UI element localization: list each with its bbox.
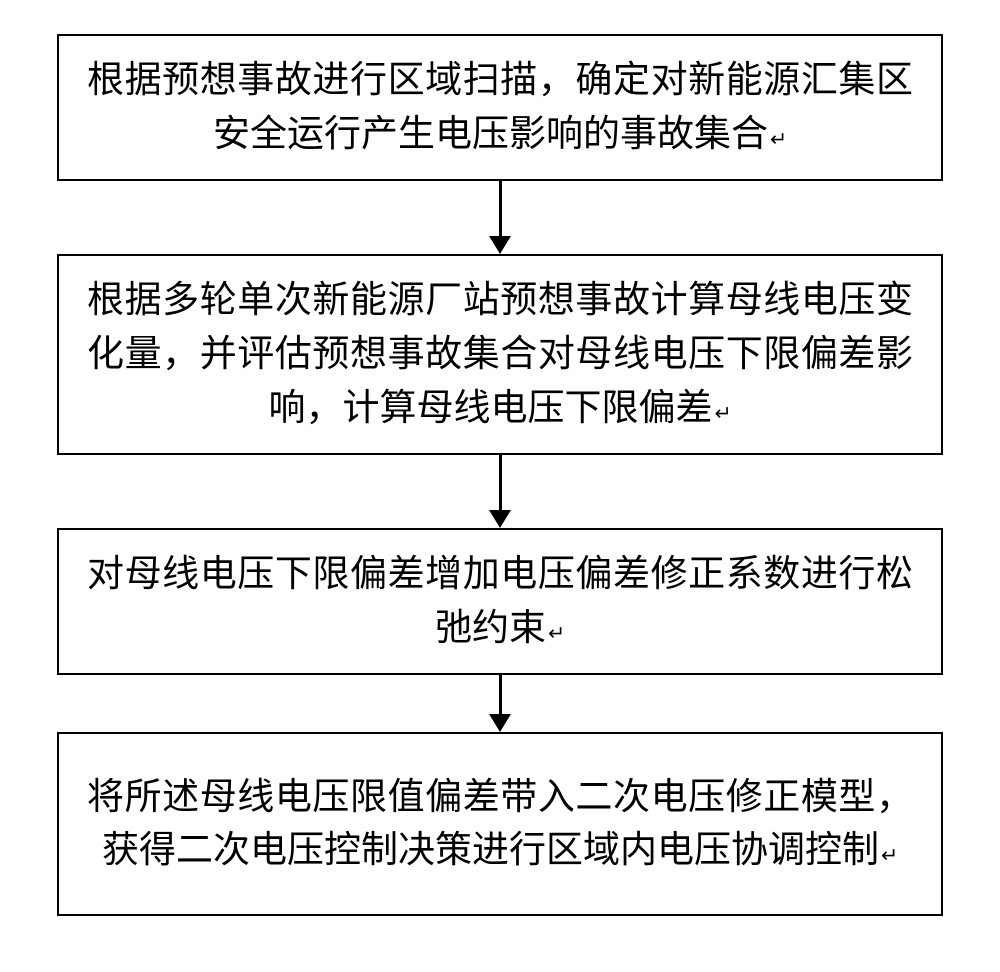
flowchart-text-1: 根据预想事故进行区域扫描，确定对新能源汇集区安全运行产生电压影响的事故集合↵ — [87, 54, 913, 161]
flowchart-text-3: 对母线电压下限偏差增加电压偏差修正系数进行松弛约束↵ — [87, 548, 913, 655]
arrow-line-2 — [499, 455, 502, 511]
flowchart-text-2: 根据多轮单次新能源厂站预想事故计算母线电压变化量，并评估预想事故集合对母线电压下… — [87, 274, 913, 435]
arrow-head-1 — [489, 236, 511, 254]
flowchart-text-4: 将所述母线电压限值偏差带入二次电压修正模型，获得二次电压控制决策进行区域内电压协… — [87, 771, 913, 878]
box4-content: 将所述母线电压限值偏差带入二次电压修正模型，获得二次电压控制决策进行区域内电压协… — [87, 777, 913, 872]
arrow-line-1 — [499, 181, 502, 237]
box2-content: 根据多轮单次新能源厂站预想事故计算母线电压变化量，并评估预想事故集合对母线电压下… — [87, 280, 913, 428]
return-symbol-3: ↵ — [548, 620, 565, 649]
box1-content: 根据预想事故进行区域扫描，确定对新能源汇集区安全运行产生电压影响的事故集合 — [87, 60, 913, 155]
flowchart-box-2: 根据多轮单次新能源厂站预想事故计算母线电压变化量，并评估预想事故集合对母线电压下… — [57, 254, 943, 455]
flowchart-arrow-3 — [489, 675, 511, 732]
flowchart-box-4: 将所述母线电压限值偏差带入二次电压修正模型，获得二次电压控制决策进行区域内电压协… — [57, 732, 943, 916]
arrow-head-3 — [489, 714, 511, 732]
box3-content: 对母线电压下限偏差增加电压偏差修正系数进行松弛约束 — [87, 554, 913, 649]
flowchart-box-3: 对母线电压下限偏差增加电压偏差修正系数进行松弛约束↵ — [57, 528, 943, 675]
flowchart-box-1: 根据预想事故进行区域扫描，确定对新能源汇集区安全运行产生电压影响的事故集合↵ — [57, 34, 943, 181]
flowchart-arrow-2 — [489, 455, 511, 528]
return-symbol-2: ↵ — [714, 400, 731, 429]
return-symbol-4: ↵ — [881, 842, 898, 871]
arrow-head-2 — [489, 510, 511, 528]
arrow-line-3 — [499, 675, 502, 715]
flowchart-arrow-1 — [489, 181, 511, 254]
return-symbol-1: ↵ — [770, 126, 787, 155]
